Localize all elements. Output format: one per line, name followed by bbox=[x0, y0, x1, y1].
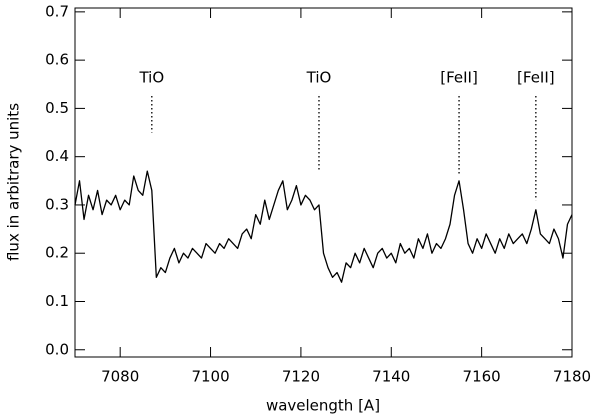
x-tick-label: 7180 bbox=[553, 368, 591, 386]
x-tick-label: 7140 bbox=[372, 368, 410, 386]
y-tick-label: 0.7 bbox=[45, 2, 69, 20]
y-tick-label: 0.3 bbox=[45, 195, 69, 213]
x-axis-label: wavelength [A] bbox=[266, 397, 380, 415]
x-tick-label: 7120 bbox=[282, 368, 320, 386]
y-tick-label: 0.5 bbox=[45, 99, 69, 117]
annotation-label: [FeII] bbox=[440, 69, 478, 87]
plot-frame bbox=[74, 7, 573, 358]
y-tick-label: 0.2 bbox=[45, 244, 69, 262]
spectrum-line bbox=[74, 170, 573, 283]
annotation-label: TiO bbox=[138, 69, 164, 87]
annotation-label: TiO bbox=[306, 69, 332, 87]
x-tick-label: 7160 bbox=[463, 368, 501, 386]
y-axis-label: flux in arbitrary units bbox=[5, 103, 23, 261]
y-tick-label: 0.4 bbox=[45, 147, 69, 165]
annotation-label: [FeII] bbox=[517, 69, 555, 87]
x-tick-label: 7100 bbox=[191, 368, 229, 386]
x-tick-label: 7080 bbox=[101, 368, 139, 386]
y-tick-label: 0.6 bbox=[45, 51, 69, 69]
y-tick-label: 0.1 bbox=[45, 292, 69, 310]
y-tick-label: 0.0 bbox=[45, 340, 69, 358]
